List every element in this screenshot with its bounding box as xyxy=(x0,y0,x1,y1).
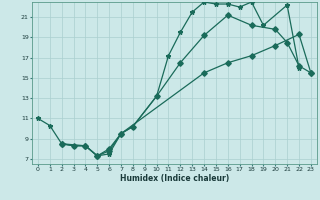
X-axis label: Humidex (Indice chaleur): Humidex (Indice chaleur) xyxy=(120,174,229,183)
